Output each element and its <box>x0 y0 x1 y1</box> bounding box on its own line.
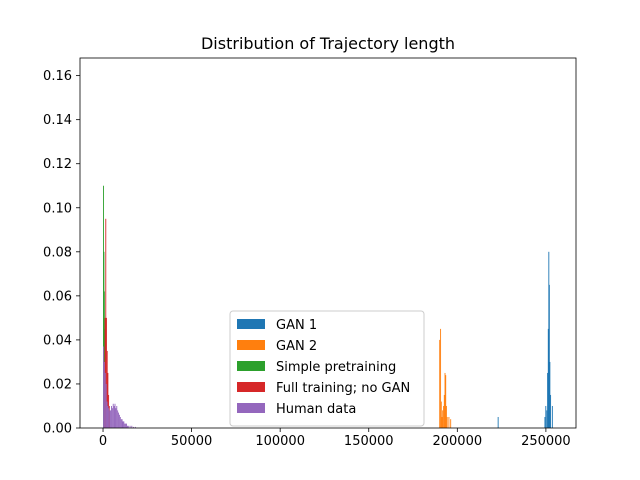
y-tick-label: 0.16 <box>43 69 72 84</box>
bar-human-data-6 <box>108 408 110 428</box>
bar-human-data-10 <box>111 408 113 428</box>
bar-human-data-12 <box>113 405 115 428</box>
x-tick-label: 50000 <box>171 434 212 449</box>
bar-full-training-no-gan-3 <box>106 317 107 428</box>
bar-gan-2-3 <box>441 416 443 428</box>
bar-gan-2-4 <box>442 410 444 428</box>
bar-human-data-17 <box>118 412 119 428</box>
bar-human-data-13 <box>114 403 116 428</box>
x-tick-label: 250000 <box>521 434 571 449</box>
legend-label-simple-pretraining: Simple pretraining <box>276 360 396 375</box>
bar-gan-2-6 <box>443 394 445 428</box>
bar-gan-1-0 <box>497 416 499 428</box>
bar-full-training-no-gan-4 <box>106 350 108 428</box>
bar-gan-2-10 <box>446 416 448 428</box>
bar-human-data-11 <box>112 403 114 428</box>
y-tick-label: 0.06 <box>43 289 72 304</box>
bar-human-data-14 <box>115 408 117 428</box>
bar-human-data-26 <box>126 423 127 428</box>
bar-human-data-25 <box>125 423 127 428</box>
legend-box <box>229 310 425 427</box>
bar-human-data-1 <box>103 361 105 428</box>
bar-human-data-2 <box>104 372 106 428</box>
bar-human-data-4 <box>106 401 108 428</box>
bar-gan-2-1 <box>440 328 442 428</box>
bar-gan-2-11 <box>448 416 450 428</box>
legend: GAN 1 GAN 2 Simple pretraining Full trainin… <box>229 310 425 427</box>
bar-human-data-27 <box>126 425 128 428</box>
bar-human-data-32 <box>134 426 136 428</box>
bar-human-data-3 <box>105 383 107 428</box>
legend-label-gan-1: GAN 1 <box>276 318 317 333</box>
bar-human-data-7 <box>109 410 111 428</box>
bar-human-data-19 <box>119 416 121 428</box>
x-axis-ticks: 0 50000 100000 150000 200000 250000 <box>99 428 571 449</box>
bar-gan-2-7 <box>444 372 446 428</box>
bar-human-data-15 <box>116 405 118 428</box>
bar-human-data-28 <box>127 425 129 428</box>
bar-gan-1-9 <box>550 394 552 428</box>
legend-swatch-simple-pretraining <box>237 361 265 371</box>
bar-human-data-31 <box>133 426 135 428</box>
legend-label-human-data: Human data <box>276 402 356 417</box>
bar-human-data-23 <box>123 421 125 428</box>
x-tick-label: 0 <box>99 434 107 449</box>
bar-human-data-0 <box>103 346 104 428</box>
legend-label-gan-2: GAN 2 <box>276 339 317 354</box>
bar-human-data-16 <box>117 410 119 428</box>
bar-gan-2-0 <box>439 339 441 428</box>
legend-swatch-full-training-no-gan <box>237 382 265 392</box>
x-tick-label: 150000 <box>344 434 394 449</box>
bar-human-data-9 <box>111 405 112 428</box>
bar-gan-1-4 <box>547 372 549 428</box>
legend-swatch-gan-2 <box>237 340 265 350</box>
bar-gan-2-9 <box>445 405 447 428</box>
y-tick-label: 0.14 <box>43 113 72 128</box>
y-tick-label: 0.10 <box>43 201 72 216</box>
y-tick-label: 0.00 <box>43 422 72 437</box>
y-tick-label: 0.12 <box>43 157 72 172</box>
y-tick-label: 0.02 <box>43 377 72 392</box>
bar-full-training-no-gan-5 <box>107 372 109 428</box>
bar-human-data-22 <box>122 421 124 428</box>
bar-gan-2-5 <box>443 405 445 428</box>
bar-gan-2-8 <box>445 375 447 428</box>
bar-human-data-29 <box>129 425 131 428</box>
bar-gan-1-8 <box>549 361 551 428</box>
bar-human-data-21 <box>121 419 123 428</box>
bar-gan-1-1 <box>544 416 546 428</box>
bar-human-data-24 <box>124 423 126 428</box>
bar-full-training-no-gan-2 <box>105 218 107 428</box>
bar-gan-1-6 <box>548 251 550 428</box>
bar-human-data-8 <box>110 410 112 428</box>
bar-gan-1-7 <box>548 284 550 428</box>
bars-layer <box>103 185 553 428</box>
bar-human-data-5 <box>107 405 109 428</box>
bar-gan-1-5 <box>547 328 549 428</box>
chart-title: Distribution of Trajectory length <box>201 34 455 53</box>
bar-gan-2-2 <box>440 401 442 428</box>
y-tick-label: 0.04 <box>43 333 72 348</box>
bar-gan-2-12 <box>450 419 452 428</box>
bar-gan-1-10 <box>551 405 553 428</box>
legend-swatch-human-data <box>237 403 265 413</box>
y-tick-label: 0.08 <box>43 245 72 260</box>
y-axis-ticks: 0.00 0.02 0.04 0.06 0.08 0.10 0.12 0.14 0.16 <box>43 69 80 437</box>
x-tick-label: 200000 <box>432 434 482 449</box>
bar-gan-1-2 <box>545 405 547 428</box>
bar-gan-1-3 <box>546 410 548 428</box>
x-tick-label: 100000 <box>255 434 305 449</box>
bar-human-data-20 <box>120 419 122 428</box>
legend-label-full-training-no-gan: Full training; no GAN <box>276 381 410 396</box>
legend-swatch-gan-1 <box>237 319 265 329</box>
plot-frame <box>79 57 577 429</box>
bar-human-data-18 <box>118 414 120 428</box>
bar-human-data-30 <box>131 425 133 428</box>
